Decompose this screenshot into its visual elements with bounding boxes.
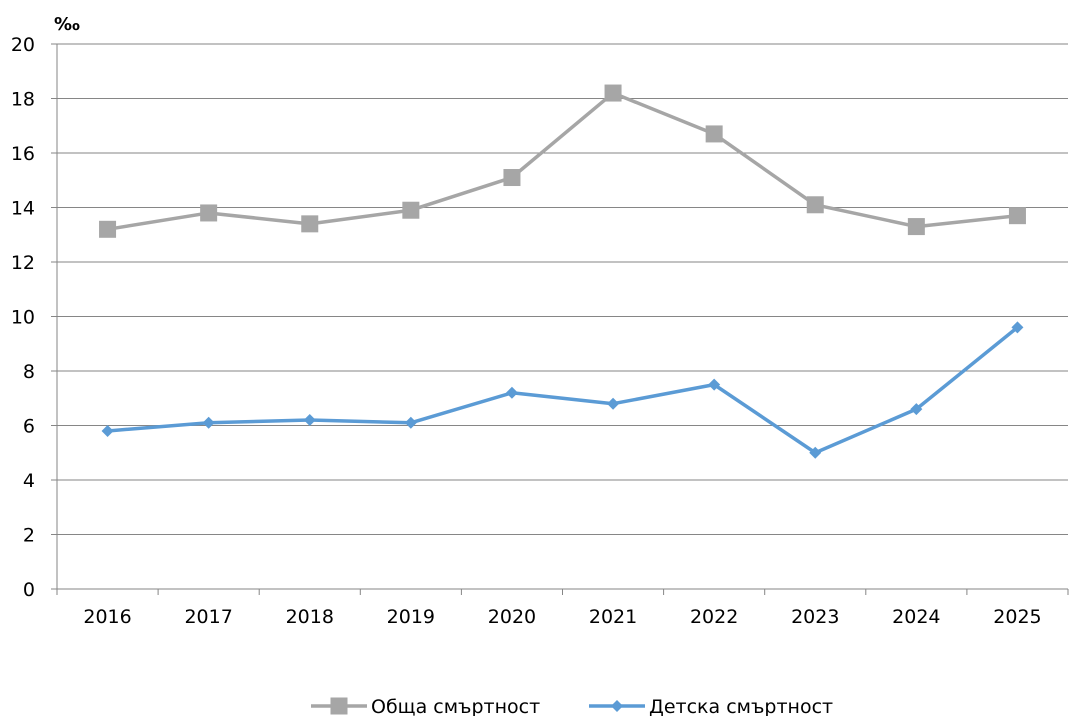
x-tick-label: 2017 xyxy=(184,606,232,628)
data-point xyxy=(910,403,923,416)
y-tick-label: 0 xyxy=(23,579,35,601)
data-point xyxy=(503,169,521,187)
y-tick-label: 14 xyxy=(11,198,35,220)
y-tick-label: 4 xyxy=(23,470,35,492)
data-point xyxy=(806,196,824,214)
y-tick-label: 16 xyxy=(11,143,35,165)
data-point xyxy=(708,378,721,391)
data-point xyxy=(1008,207,1026,225)
x-tick-label: 2021 xyxy=(589,606,637,628)
data-point xyxy=(404,416,417,429)
legend-marker xyxy=(611,700,623,712)
y-tick-label: 6 xyxy=(23,416,35,438)
y-tick-label: 12 xyxy=(11,252,35,274)
x-tick-label: 2025 xyxy=(993,606,1041,628)
series-group xyxy=(99,84,1026,459)
data-point xyxy=(303,414,316,427)
legend: Обща смъртност Детска смъртност xyxy=(311,696,833,716)
axes xyxy=(51,43,1069,595)
data-point xyxy=(705,125,723,143)
data-point xyxy=(402,201,420,219)
y-tick-label: 8 xyxy=(23,361,35,383)
x-tick-label: 2024 xyxy=(892,606,940,628)
x-tick-label: 2023 xyxy=(791,606,839,628)
x-tick-labels: 2016 2017 2018 2019 2020 2021 2022 2023 2024 2025 xyxy=(83,606,1041,628)
legend-item-1: Детска смъртност xyxy=(589,696,833,716)
data-point xyxy=(301,215,319,233)
y-unit-label: ‰ xyxy=(54,14,80,35)
series-line xyxy=(107,91,1018,232)
series-line xyxy=(107,326,1019,455)
data-point xyxy=(607,397,620,410)
series-0 xyxy=(99,84,1026,238)
data-point xyxy=(809,446,822,459)
data-point xyxy=(202,416,215,429)
data-point xyxy=(604,84,622,102)
x-tick-label: 2016 xyxy=(83,606,131,628)
data-point xyxy=(505,386,518,399)
x-tick-label: 2019 xyxy=(387,606,435,628)
data-point xyxy=(907,218,925,236)
legend-marker xyxy=(330,697,348,715)
y-tick-label: 18 xyxy=(11,89,35,111)
x-tick-label: 2018 xyxy=(286,606,334,628)
data-point xyxy=(1011,321,1024,334)
y-tick-label: 2 xyxy=(23,525,35,547)
legend-item-0: Обща смъртност xyxy=(311,696,540,716)
legend-label: Обща смъртност xyxy=(371,696,540,716)
data-point xyxy=(99,220,117,238)
y-tick-label: 10 xyxy=(11,307,35,329)
x-tick-label: 2020 xyxy=(488,606,536,628)
data-point xyxy=(101,424,114,437)
y-tick-labels: 0 2 4 6 8 10 12 14 16 18 20 xyxy=(11,34,35,601)
legend-label: Детска смъртност xyxy=(649,696,833,716)
x-tick-label: 2022 xyxy=(690,606,738,628)
series-1 xyxy=(101,321,1024,459)
data-point xyxy=(200,204,218,222)
gridlines xyxy=(57,43,1068,535)
y-tick-label: 20 xyxy=(11,34,35,56)
